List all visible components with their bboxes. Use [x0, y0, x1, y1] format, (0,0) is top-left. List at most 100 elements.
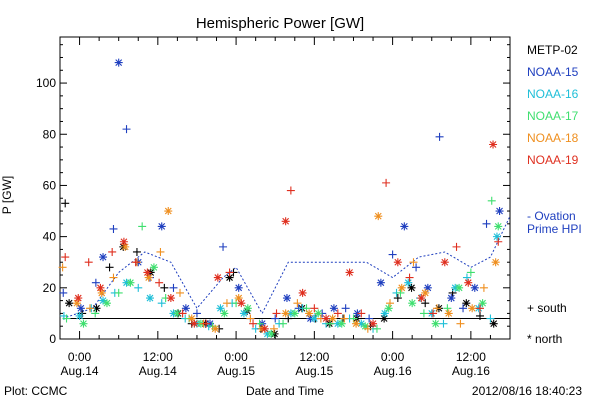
- data-point: [269, 324, 278, 333]
- data-point: [97, 288, 106, 297]
- legend-entry-noaa-16: NOAA-16: [527, 87, 579, 101]
- chart-title: Hemispheric Power [GW]: [196, 15, 364, 32]
- data-point: [219, 242, 228, 251]
- data-point: [126, 278, 135, 287]
- data-point: [376, 278, 385, 287]
- data-point: [74, 294, 83, 303]
- data-point: [489, 319, 498, 328]
- data-point: [404, 278, 413, 287]
- data-point: [341, 304, 350, 313]
- data-point: [164, 207, 173, 216]
- data-point: [432, 304, 441, 313]
- y-tick-label: 40: [43, 230, 57, 244]
- data-point: [282, 294, 291, 303]
- legend: METP-02 NOAA-15 NOAA-16 NOAA-17 NOAA-18 NOAA-…: [527, 43, 579, 167]
- data-point: [298, 288, 307, 297]
- data-point: [187, 314, 196, 323]
- data-point: [144, 273, 153, 282]
- x-tick-label-time: 12:00: [299, 350, 329, 364]
- data-point: [357, 319, 366, 328]
- data-point: [213, 273, 222, 282]
- data-point: [92, 304, 101, 313]
- data-point: [380, 314, 389, 323]
- x-tick-label-date: Aug.16: [452, 364, 490, 378]
- data-point: [380, 309, 389, 318]
- reference-lines: [62, 215, 511, 320]
- data-point: [249, 319, 258, 328]
- data-point: [79, 319, 88, 328]
- data-point: [119, 237, 128, 246]
- data-point: [105, 263, 114, 272]
- data-point: [479, 283, 488, 292]
- data-point: [382, 178, 391, 187]
- data-point: [272, 309, 281, 318]
- data-point: [409, 258, 418, 267]
- data-point: [456, 319, 465, 328]
- data-point: [492, 232, 501, 241]
- data-point: [260, 324, 269, 333]
- data-point: [134, 283, 143, 292]
- north-marker-label: * north: [527, 332, 562, 346]
- data-point: [65, 299, 74, 308]
- data-point: [109, 224, 118, 233]
- data-point: [149, 263, 158, 272]
- data-point: [286, 186, 295, 195]
- data-point: [202, 319, 211, 328]
- data-point: [494, 237, 503, 246]
- data-point: [452, 242, 461, 251]
- data-point: [374, 212, 383, 221]
- data-point: [86, 304, 94, 313]
- y-axis: 0 20 40 60 80 100: [36, 44, 510, 346]
- data-point: [271, 314, 280, 323]
- data-point: [405, 273, 414, 282]
- x-tick-label-time: 0:00: [224, 350, 248, 364]
- data-point: [155, 278, 164, 287]
- legend-entry-noaa-15: NOAA-15: [527, 65, 579, 79]
- data-point: [369, 319, 378, 328]
- data-point: [146, 294, 154, 303]
- data-point: [62, 314, 71, 323]
- data-point: [75, 311, 84, 320]
- data-point: [478, 299, 487, 308]
- data-point: [322, 314, 331, 323]
- data-point: [412, 263, 421, 272]
- data-point: [429, 309, 438, 318]
- data-point: [365, 314, 374, 323]
- data-point: [84, 258, 93, 267]
- x-tick-label-date: Aug.15: [217, 364, 255, 378]
- x-tick-label-time: 0:00: [68, 350, 92, 364]
- data-point: [91, 278, 100, 287]
- data-point: [121, 242, 130, 251]
- footer-timestamp: 2012/08/16 18:40:23: [472, 384, 582, 398]
- data-point: [440, 258, 449, 267]
- data-point: [444, 309, 453, 318]
- data-point: [157, 299, 166, 308]
- data-point: [443, 304, 452, 313]
- legend-entry-noaa-17: NOAA-17: [527, 109, 579, 123]
- series-noaa-15: [59, 58, 504, 328]
- data-point: [160, 283, 169, 292]
- data-point: [345, 268, 354, 277]
- data-point: [489, 140, 498, 149]
- data-point: [243, 304, 252, 313]
- data-point: [393, 294, 402, 303]
- data-point: [246, 314, 255, 323]
- data-point: [462, 299, 471, 308]
- data-point: [267, 329, 276, 338]
- data-point: [181, 304, 190, 313]
- legend-entry-metp-02: METP-02: [527, 43, 578, 57]
- x-tick-label-date: Aug.16: [374, 364, 412, 378]
- data-point: [190, 319, 199, 328]
- data-point: [337, 319, 346, 328]
- data-point: [462, 273, 471, 282]
- data-point: [486, 314, 495, 323]
- data-point: [435, 132, 444, 141]
- data-point: [468, 304, 477, 313]
- data-point: [329, 304, 338, 313]
- data-point: [466, 268, 475, 277]
- data-point: [109, 273, 118, 282]
- data-point: [393, 258, 402, 267]
- data-point: [314, 309, 323, 318]
- data-point: [173, 309, 182, 318]
- data-point: [61, 253, 70, 262]
